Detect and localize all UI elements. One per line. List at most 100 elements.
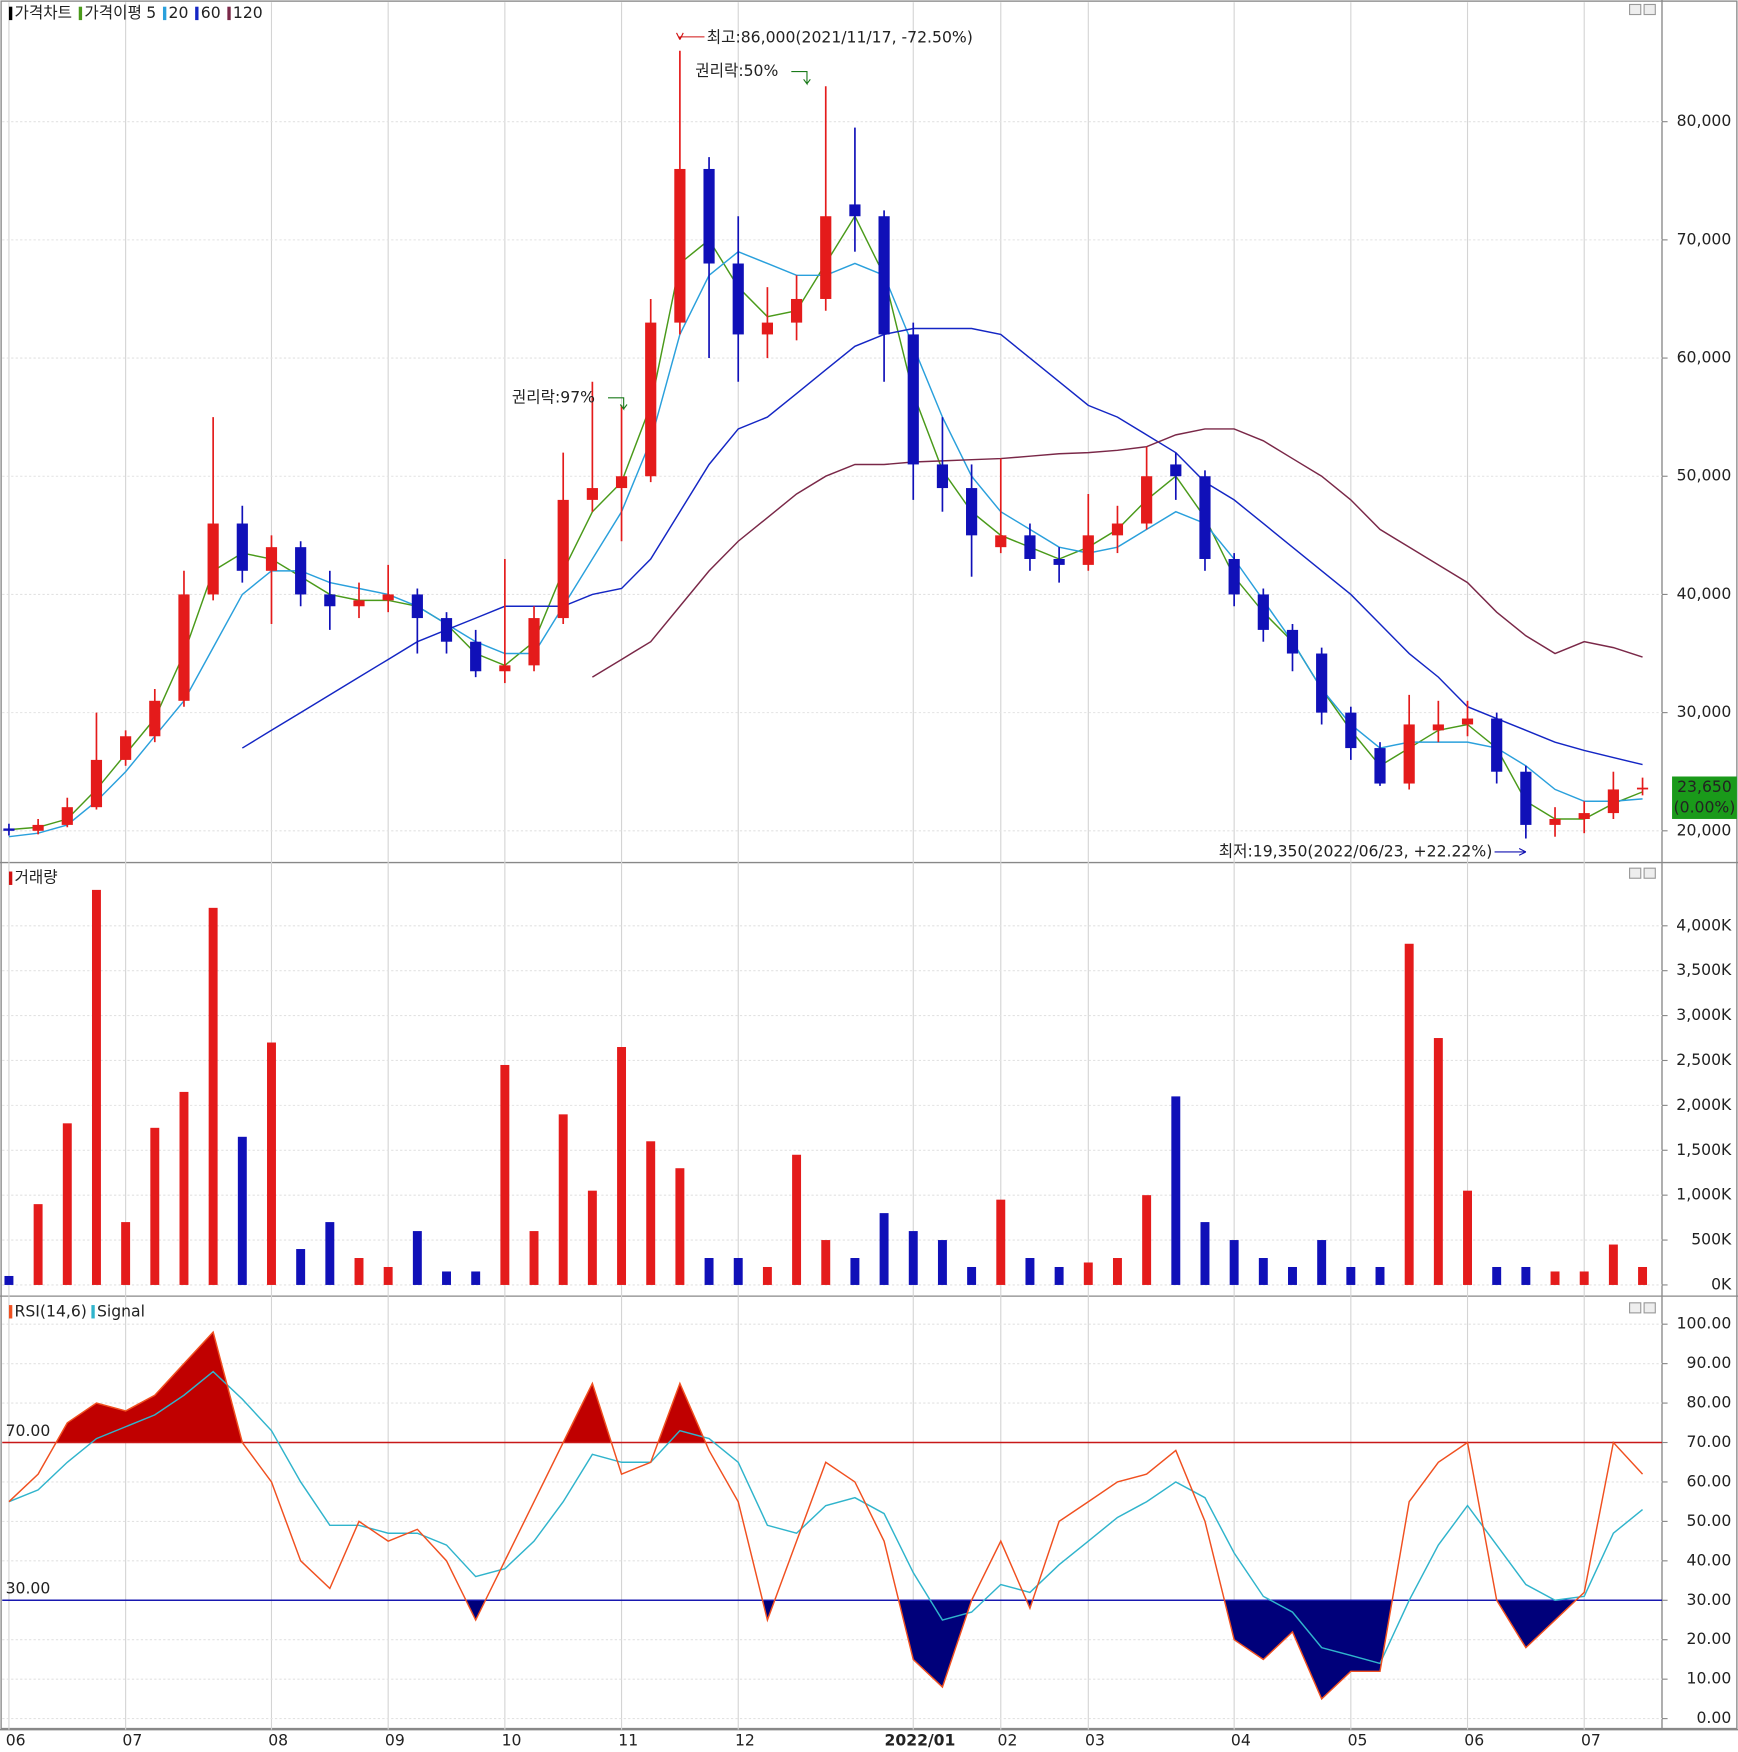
candle-body	[499, 665, 511, 672]
x-tick-label: 12	[735, 1730, 755, 1749]
x-tick-label: 05	[1348, 1730, 1368, 1749]
annotation-arrow	[791, 70, 811, 86]
x-tick-label: 2022/01	[884, 1730, 955, 1749]
volume-bar	[1550, 1271, 1560, 1285]
button[interactable]	[1643, 1302, 1656, 1314]
x-tick-label: 11	[618, 1730, 638, 1749]
y-tick-label: 100.00	[1677, 1314, 1732, 1333]
candle-body	[820, 216, 832, 299]
volume-bar	[762, 1266, 772, 1285]
volume-bar	[1346, 1266, 1356, 1285]
annotation: 권리락:50%	[695, 61, 778, 80]
volume-bar	[1083, 1262, 1093, 1285]
x-tick-label: 07	[122, 1730, 142, 1749]
candle-body	[761, 322, 773, 335]
button[interactable]	[1629, 867, 1642, 879]
candle-body	[1024, 535, 1036, 559]
volume-bar	[529, 1231, 539, 1285]
candle-body	[1345, 712, 1357, 749]
candle-body	[966, 488, 978, 536]
legend-swatch	[8, 6, 13, 21]
candle-body	[178, 594, 190, 701]
candle-body	[324, 594, 336, 607]
legend-label: 120	[233, 3, 263, 22]
candle-body	[1636, 787, 1649, 790]
candle-body	[936, 464, 949, 489]
volume-bar	[1608, 1244, 1618, 1285]
annotation: 최저:19,350(2022/06/23, +22.22%)	[1219, 841, 1493, 860]
y-tick-label: 0.00	[1696, 1708, 1731, 1727]
volume-bar	[325, 1222, 335, 1285]
button[interactable]	[1629, 3, 1642, 16]
volume-bar	[646, 1141, 656, 1285]
y-tick-label: 0K	[1711, 1274, 1732, 1293]
candle-body	[1053, 558, 1065, 565]
x-tick-label: 10	[502, 1730, 522, 1749]
candle-body	[411, 594, 423, 619]
volume-bar	[1579, 1271, 1589, 1285]
annotation-arrow	[1494, 848, 1527, 856]
candle-body	[120, 736, 132, 760]
volume-bar	[1200, 1222, 1210, 1285]
rsi-line	[8, 1330, 1644, 1701]
candle-body	[1491, 718, 1503, 772]
candle-body	[1199, 476, 1211, 559]
candle-body	[557, 499, 569, 619]
y-tick-label: 20.00	[1687, 1629, 1732, 1648]
volume-bar	[1288, 1266, 1297, 1285]
candle-body	[528, 618, 540, 666]
y-tick-label: 500K	[1691, 1230, 1732, 1249]
candle-body	[353, 600, 365, 607]
volume-bar	[821, 1240, 831, 1285]
y-tick-label: 2,000K	[1676, 1095, 1732, 1114]
x-tick-label: 08	[268, 1730, 288, 1749]
level-label: 30.00	[6, 1579, 51, 1598]
button[interactable]	[1643, 3, 1656, 16]
x-tick-label: 04	[1231, 1730, 1251, 1749]
volume-bar	[91, 889, 101, 1285]
y-tick-label: 30.00	[1687, 1590, 1732, 1609]
volume-bar	[33, 1204, 43, 1285]
candle-body	[149, 700, 161, 737]
candle-body	[470, 641, 482, 672]
annotation-arrow	[608, 397, 628, 411]
volume-bar	[4, 1275, 14, 1285]
volume-bar	[1521, 1266, 1531, 1285]
candle-body	[1170, 464, 1182, 477]
candle-body	[382, 594, 394, 601]
y-tick-label: 80.00	[1687, 1393, 1732, 1412]
y-tick-label: 80,000	[1677, 111, 1732, 130]
y-tick-label: 30,000	[1677, 702, 1732, 721]
candle-body	[1111, 523, 1124, 536]
candle-body	[90, 759, 103, 808]
candle-body	[1257, 594, 1269, 630]
candle-body	[1549, 818, 1561, 825]
volume-bar	[150, 1127, 160, 1285]
y-tick-label: 4,000K	[1676, 915, 1732, 934]
legend-label: Signal	[97, 1301, 145, 1320]
x-tick-label: 06	[1464, 1730, 1484, 1749]
button[interactable]	[1643, 867, 1656, 879]
legend-label: 가격차트	[15, 3, 73, 22]
candle-body	[995, 535, 1007, 548]
legend-label: 5	[146, 3, 156, 22]
volume-bar	[1171, 1096, 1181, 1285]
y-tick-label: 1,000K	[1676, 1185, 1732, 1204]
level-label: 70.00	[6, 1421, 51, 1440]
volume-bar	[267, 1042, 276, 1285]
volume-bar	[237, 1136, 247, 1285]
button[interactable]	[1629, 1302, 1642, 1314]
last-change-label: (0.00%)	[1674, 797, 1736, 816]
volume-bar	[121, 1222, 131, 1285]
legend-swatch	[227, 6, 231, 21]
candle-body	[265, 547, 278, 571]
candle-body	[3, 828, 15, 831]
candle-body	[1374, 748, 1386, 784]
x-tick-label: 03	[1085, 1730, 1105, 1749]
candle-body	[790, 298, 803, 323]
legend-label: 60	[201, 3, 221, 22]
volume-bar	[558, 1114, 568, 1285]
candle-body	[1316, 653, 1328, 713]
